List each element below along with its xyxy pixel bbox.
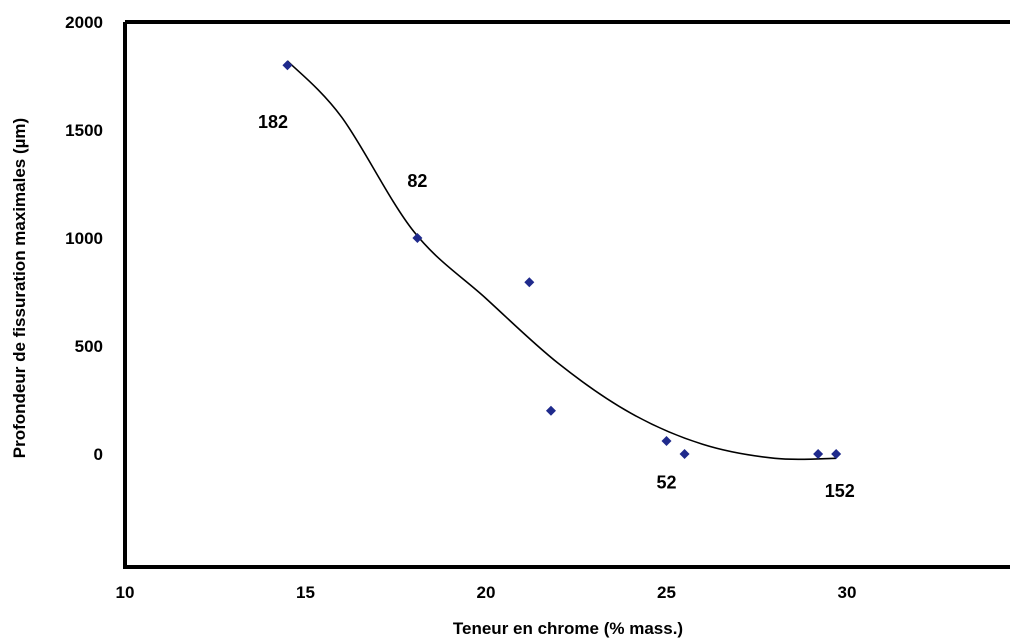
data-point bbox=[661, 436, 672, 447]
data-point bbox=[679, 449, 690, 459]
data-point bbox=[412, 233, 423, 243]
data-label: 52 bbox=[656, 473, 676, 493]
data-points bbox=[282, 60, 842, 459]
x-tick-label: 30 bbox=[838, 583, 857, 602]
x-tick-label: 15 bbox=[296, 583, 315, 602]
x-tick-label: 25 bbox=[657, 583, 676, 602]
y-tick-label: 0 bbox=[94, 445, 103, 464]
data-point bbox=[282, 60, 293, 71]
y-tick-label: 1000 bbox=[65, 229, 103, 248]
x-tick-label: 20 bbox=[477, 583, 496, 602]
data-point bbox=[545, 405, 556, 416]
data-label: 152 bbox=[825, 481, 855, 501]
data-annotations: 182 82 52 152 bbox=[258, 112, 855, 501]
y-tick-label: 1500 bbox=[65, 121, 103, 140]
y-axis-title: Profondeur de fissuration maximales (µm) bbox=[10, 118, 29, 458]
data-label: 182 bbox=[258, 112, 288, 132]
tick-labels: 10 15 20 25 30 2000 1500 1000 500 0 bbox=[65, 13, 856, 602]
trendline-layer bbox=[286, 60, 837, 461]
y-tick-label: 500 bbox=[75, 337, 103, 356]
x-axis-title: Teneur en chrome (% mass.) bbox=[453, 619, 683, 638]
data-point bbox=[813, 449, 824, 459]
trendline bbox=[286, 60, 837, 461]
y-tick-label: 2000 bbox=[65, 13, 103, 32]
data-point bbox=[524, 277, 535, 288]
data-point bbox=[831, 449, 842, 459]
data-label: 82 bbox=[407, 171, 427, 191]
x-tick-label: 10 bbox=[116, 583, 135, 602]
